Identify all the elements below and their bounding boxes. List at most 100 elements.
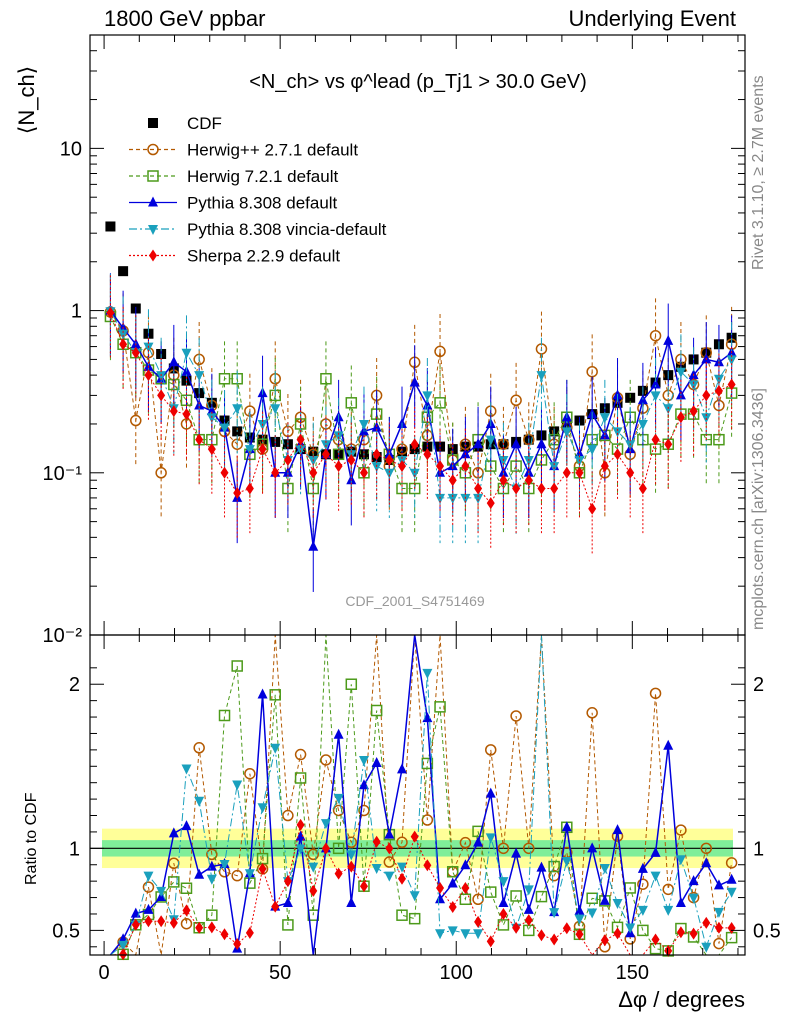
data-point <box>675 367 686 378</box>
ratio-point <box>244 767 256 780</box>
ratio-point <box>206 860 217 871</box>
data-point <box>434 397 446 409</box>
axis-ticks <box>90 34 745 955</box>
data-point <box>118 329 129 340</box>
ratio-point <box>295 844 306 855</box>
data-point <box>512 482 521 495</box>
ratio-point <box>472 893 484 906</box>
ratio-point <box>397 763 408 774</box>
plot-header-right: Underlying Event <box>568 6 736 31</box>
ratio-point <box>220 928 229 941</box>
ratio-point <box>586 892 598 905</box>
ratio-point <box>157 915 166 928</box>
ratio-point <box>320 754 332 766</box>
y-tick-label: 1 <box>71 301 82 323</box>
ratio-point <box>334 867 343 880</box>
ratio-point <box>233 938 242 951</box>
data-point <box>156 371 167 382</box>
ratio-point <box>258 862 267 875</box>
data-point <box>130 414 142 427</box>
ratio-point <box>714 921 723 934</box>
data-point <box>155 467 167 479</box>
data-point <box>410 438 419 451</box>
x-tick-label: 150 <box>616 962 649 984</box>
ratio-point <box>195 921 204 934</box>
data-point <box>562 466 571 479</box>
data-point <box>271 466 280 479</box>
data-point <box>105 221 116 232</box>
ratio-panel-frame <box>89 634 746 956</box>
data-point <box>434 345 446 358</box>
data-point <box>510 394 522 407</box>
legend-label: CDF <box>187 114 222 133</box>
data-point <box>613 448 622 461</box>
ratio-point <box>346 897 357 908</box>
ratio-point <box>320 819 331 830</box>
data-point <box>460 493 471 504</box>
data-point <box>333 431 344 442</box>
data-point <box>347 453 356 466</box>
ratio-point <box>359 880 368 893</box>
ratio-point <box>269 689 281 701</box>
data-point <box>206 413 217 424</box>
x-tick-label: 0 <box>99 962 110 984</box>
series-herwigpp <box>104 274 738 957</box>
data-point <box>308 540 319 551</box>
ratio-point <box>435 929 446 940</box>
data-point <box>663 404 674 415</box>
ratio-point <box>523 885 534 896</box>
ratio-point <box>385 842 394 855</box>
data-point <box>435 493 446 504</box>
ratio-point <box>422 712 433 723</box>
data-point <box>688 380 699 391</box>
ratio-point <box>408 912 421 925</box>
ratio-point <box>421 814 434 826</box>
ratio-point <box>613 927 622 940</box>
data-point <box>233 487 242 500</box>
ratio-point <box>485 787 496 798</box>
data-point <box>586 365 598 378</box>
ratio-point <box>637 924 649 937</box>
ratio-point <box>396 836 408 849</box>
ratio-point <box>535 890 548 903</box>
ratio-point <box>473 929 484 940</box>
ratio-point <box>586 707 598 719</box>
ratio-point <box>537 929 546 942</box>
legend-label: Herwig++ 2.7.1 default <box>187 141 358 160</box>
ratio-point <box>144 915 153 928</box>
data-point <box>651 433 660 446</box>
data-point <box>334 460 343 473</box>
ratio-point <box>486 935 495 948</box>
data-point <box>727 378 736 391</box>
series-layer <box>104 221 738 961</box>
ratio-point <box>143 903 154 914</box>
ratio-point <box>384 871 395 882</box>
data-point <box>219 423 230 434</box>
ratio-point <box>688 893 699 904</box>
ratio-point <box>436 881 445 894</box>
data-point <box>181 348 192 359</box>
data-point <box>296 433 305 446</box>
ratio-point <box>575 928 584 941</box>
ratio-point <box>600 934 609 947</box>
data-point <box>523 455 534 466</box>
ratio-point <box>447 877 458 888</box>
ratio-point <box>637 878 649 890</box>
legend-marker <box>148 225 158 235</box>
ratio-point <box>725 857 738 869</box>
ratio-point <box>474 915 483 928</box>
ratio-point <box>206 909 218 921</box>
ratio-point <box>587 842 598 853</box>
ratio-y-tick-label-right: 2 <box>753 674 764 696</box>
ratio-point <box>193 742 205 754</box>
data-point <box>473 493 484 504</box>
ratio-point <box>422 668 433 679</box>
data-point <box>448 474 457 487</box>
watermark: CDF_2001_S4751469 <box>345 593 485 609</box>
ratio-point <box>169 916 178 929</box>
legend-marker <box>148 196 158 207</box>
data-point <box>511 438 522 449</box>
ratio-point <box>218 709 231 722</box>
ratio-line <box>110 634 733 957</box>
data-point <box>422 399 433 410</box>
